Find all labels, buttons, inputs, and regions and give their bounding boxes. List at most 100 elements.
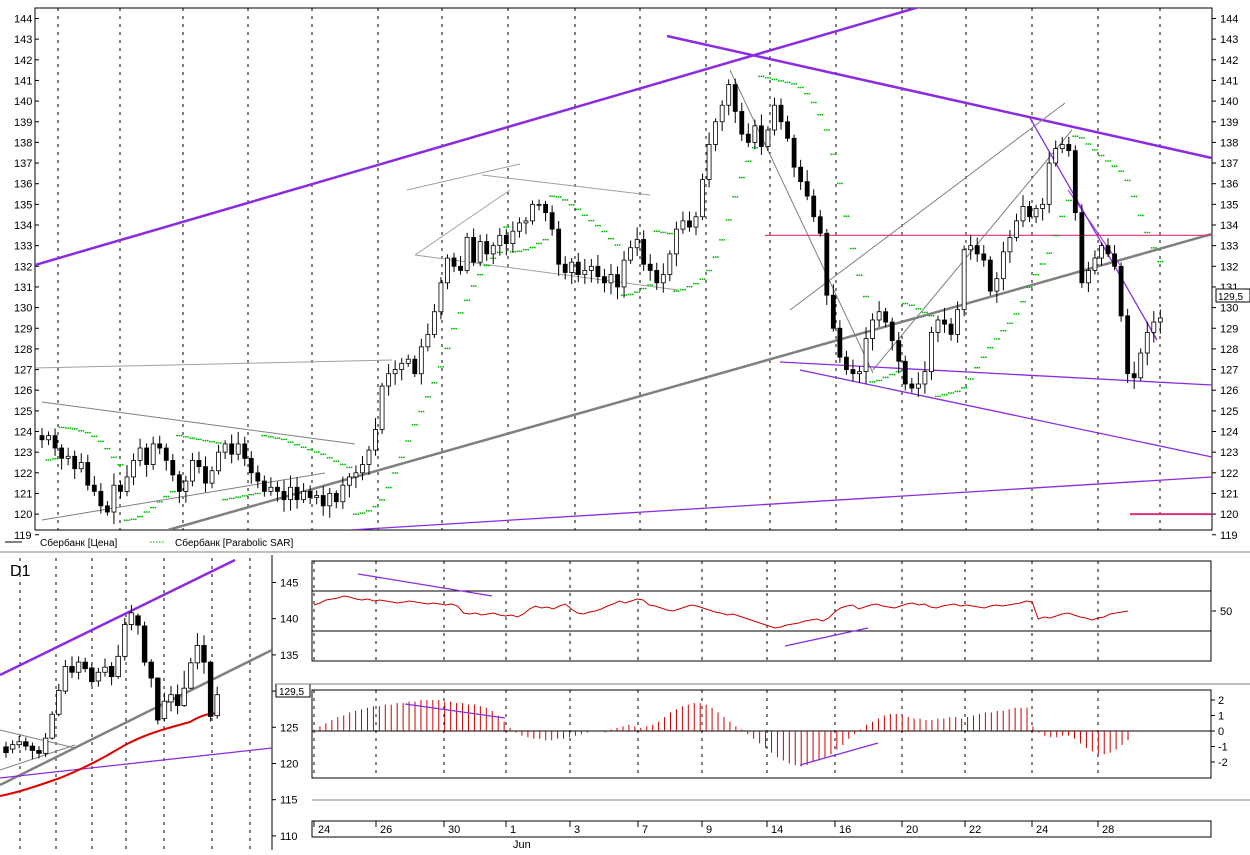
y-tick-right-127: 127: [1220, 365, 1238, 377]
main-chart[interactable]: 119 120 121 122 123 124 125 126 127 128 129 130 131 1…: [14, 0, 1250, 542]
candle: [1105, 238, 1111, 258]
y-tick-left-125: 125: [14, 406, 32, 418]
candle: [137, 438, 143, 467]
rsi-divergence-bottom[interactable]: [784, 627, 869, 647]
candle: [190, 452, 195, 487]
daily-trendline-upper[interactable]: [0, 558, 236, 677]
daily-chart[interactable]: D1 110115120125130135140145 129,5: [0, 555, 311, 850]
daily-trendline-flag[interactable]: [0, 729, 76, 749]
x-tick-label-11: 24: [1036, 824, 1048, 836]
candle: [830, 284, 836, 332]
y-tick-left-138: 138: [14, 137, 32, 149]
y-tick-left-136: 136: [14, 179, 32, 191]
daily-trendline-lower[interactable]: [0, 747, 272, 779]
x-tick-label-8: 16: [839, 824, 851, 836]
trendline-lower-channel-purple[interactable]: [799, 369, 1212, 458]
y-tick-right-130: 130: [1220, 303, 1238, 315]
candle: [124, 464, 130, 497]
trendline-pennant[interactable]: [481, 174, 651, 196]
trendline-wedge-top[interactable]: [41, 401, 356, 445]
y-tick-left-128: 128: [14, 344, 32, 356]
candle: [1125, 308, 1131, 384]
daily-candle: [168, 686, 174, 712]
rsi-panel[interactable]: 50: [311, 560, 1232, 662]
candle: [732, 78, 738, 123]
candle: [59, 444, 65, 470]
candle: [1014, 213, 1019, 242]
candle: [647, 254, 653, 281]
trendline-resistance-top[interactable]: [666, 34, 1212, 160]
candle: [530, 200, 535, 225]
rsi-tick-50: 50: [1220, 606, 1232, 618]
candle: [379, 382, 385, 434]
trendline-flag-bottom[interactable]: [414, 254, 679, 291]
trendline-bottom-purple[interactable]: [349, 476, 1212, 530]
daily-candle: [148, 659, 154, 688]
candle: [745, 123, 751, 148]
daily-candle: [16, 735, 22, 749]
daily-current-price-label: 129,5: [279, 687, 304, 698]
candle: [176, 471, 182, 504]
trendline-down-grey[interactable]: [729, 69, 874, 374]
candle: [948, 317, 954, 341]
candle: [118, 480, 123, 499]
x-tick-label-4: 3: [574, 824, 580, 836]
x-tick-label-5: 7: [642, 824, 648, 836]
candle: [183, 475, 189, 503]
candle: [65, 447, 71, 466]
candle: [615, 266, 620, 300]
x-tick-label-10: 22: [969, 824, 981, 836]
candle: [680, 211, 686, 234]
candle: [517, 217, 522, 238]
macd-divergence-top[interactable]: [404, 703, 506, 719]
daily-trendline-flag2[interactable]: [0, 744, 76, 771]
trendline-flag-top[interactable]: [406, 163, 521, 191]
y-tick-left-131: 131: [14, 282, 32, 294]
y-tick-right-132: 132: [1220, 261, 1238, 273]
candle: [719, 100, 725, 131]
candle: [1033, 204, 1039, 224]
candle: [726, 79, 732, 116]
trendline-wedge-bottom[interactable]: [41, 472, 326, 521]
macd-panel[interactable]: 2 1 0 -1 -2: [311, 689, 1228, 779]
candle: [915, 372, 921, 397]
daily-candle: [56, 683, 62, 717]
candle: [111, 473, 117, 525]
daily-trendline-grey[interactable]: [0, 648, 272, 787]
trendline-flag-top2[interactable]: [414, 189, 511, 256]
candle: [667, 250, 673, 282]
daily-moving-average: [0, 712, 221, 797]
trendline-support-purple[interactable]: [779, 361, 1212, 386]
trendline-rising-channel-top[interactable]: [789, 102, 1066, 311]
trendline-down-purple[interactable]: [1029, 117, 1158, 341]
candle: [1118, 262, 1124, 322]
candle: [602, 268, 607, 293]
candle: [1027, 201, 1032, 223]
y-tick-right-126: 126: [1220, 385, 1238, 397]
y-tick-right-141: 141: [1220, 75, 1238, 87]
rsi-line: [313, 595, 1129, 629]
macd-divergence-bottom[interactable]: [799, 742, 879, 766]
candle: [307, 485, 313, 504]
candle: [556, 221, 562, 276]
main-vertical-grid: [57, 8, 1161, 530]
daily-candle: [36, 746, 42, 759]
rsi-divergence-top[interactable]: [357, 573, 493, 597]
x-axis-month-label: Jun: [513, 839, 531, 850]
candle: [634, 227, 640, 256]
candle: [477, 234, 483, 267]
trendline-upper-channel[interactable]: [35, 0, 950, 267]
candle: [1059, 137, 1065, 154]
trendline-main-support[interactable]: [167, 232, 1212, 530]
candle: [209, 466, 215, 489]
candle: [1099, 242, 1104, 266]
y-tick-right-137: 137: [1220, 158, 1238, 170]
y-tick-left-124: 124: [14, 427, 32, 439]
main-trendlines[interactable]: [35, 0, 1212, 530]
main-horizontal-levels[interactable]: [765, 234, 1212, 534]
daily-candle: [3, 741, 9, 758]
candle: [961, 245, 967, 317]
trendline-horizontal-grey[interactable]: [35, 359, 393, 369]
candle: [248, 451, 254, 484]
candle: [1000, 241, 1006, 291]
